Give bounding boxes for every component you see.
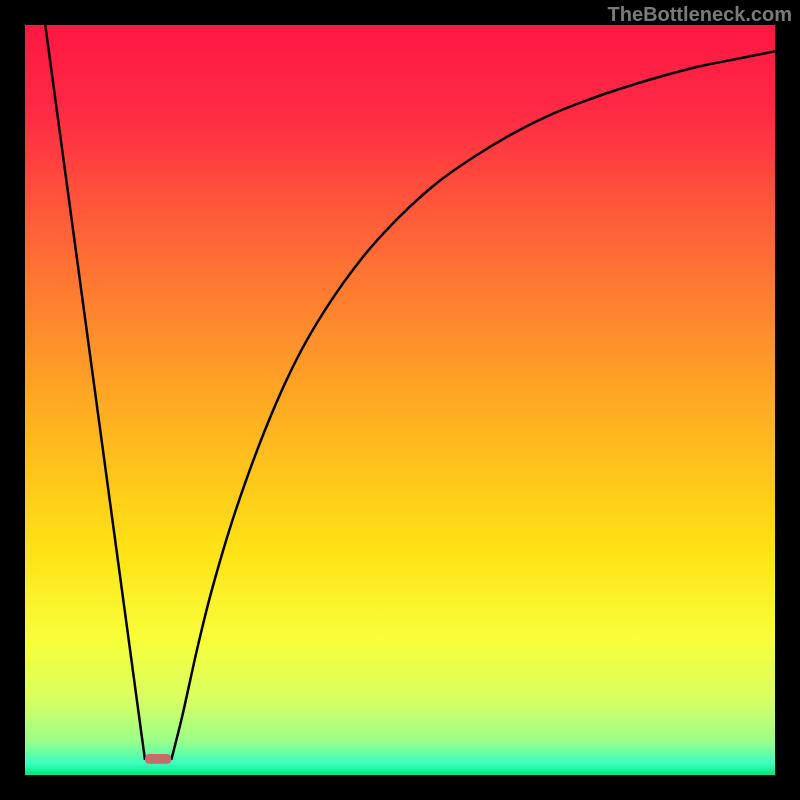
watermark-text: TheBottleneck.com [608,4,792,27]
marker-pill [145,754,171,764]
plot-area [25,25,775,775]
chart-container: TheBottleneck.com [0,0,800,800]
plot-svg [25,25,775,775]
gradient-background [25,25,775,775]
